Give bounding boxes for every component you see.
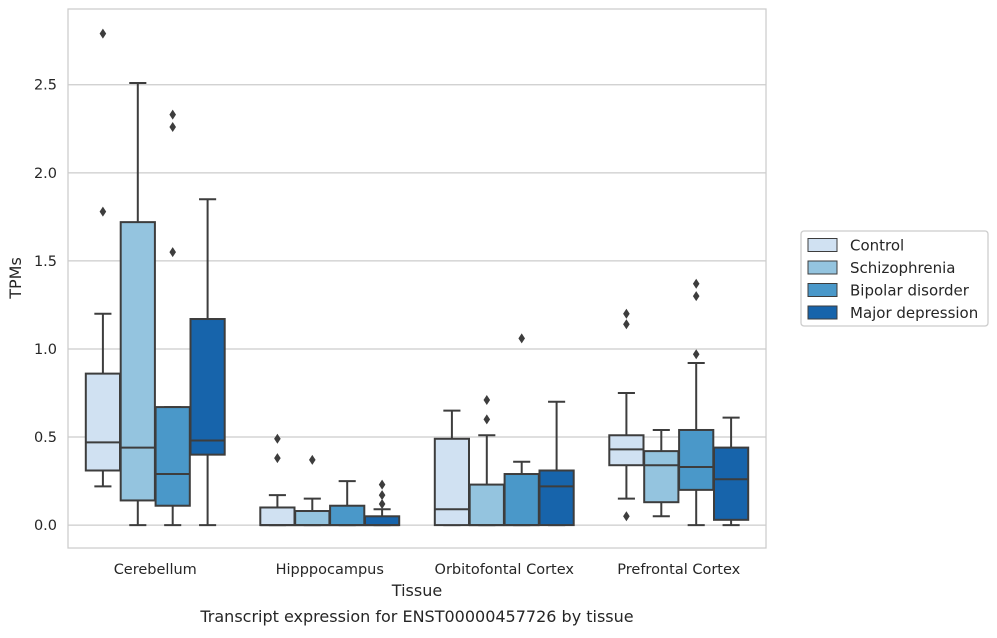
legend-label: Major depression <box>850 304 978 322</box>
x-axis-label: Tissue <box>391 581 442 600</box>
outlier-point <box>378 479 386 490</box>
outlier-point <box>169 109 176 120</box>
outlier-point <box>623 511 630 522</box>
box-1-2 <box>329 480 366 527</box>
outlier-point <box>378 490 386 501</box>
box-0-1 <box>119 81 156 527</box>
box-iqr <box>538 469 575 527</box>
outlier-point <box>169 247 176 258</box>
legend-label: Schizophrenia <box>850 259 955 277</box>
box-iqr <box>643 450 680 504</box>
y-tick-label: 1.5 <box>34 254 57 270</box>
box-1-3 <box>363 479 401 527</box>
box-0-3 <box>189 198 226 527</box>
legend-swatch <box>807 238 838 252</box>
box-3-2 <box>678 278 715 527</box>
box-iqr <box>363 515 401 527</box>
box-iqr <box>329 504 366 527</box>
legend-label: Control <box>850 237 904 255</box>
box-iqr <box>468 483 505 527</box>
legend-label: Bipolar disorder <box>850 282 970 300</box>
outlier-point <box>692 291 700 302</box>
y-tick-label: 1.0 <box>34 342 57 358</box>
box-iqr <box>259 506 296 527</box>
outlier-point <box>692 349 700 360</box>
plot-frame <box>67 8 767 549</box>
box-2-0 <box>433 409 471 527</box>
box-series <box>84 28 750 527</box>
outlier-point <box>169 122 176 133</box>
x-tick-label: Orbitofontal Cortex <box>435 562 575 578</box>
box-iqr <box>84 372 122 472</box>
y-axis-label: TPMs <box>6 257 25 300</box>
box-iqr <box>678 428 715 491</box>
legend-frame <box>800 230 989 327</box>
y-tick-label: 0.0 <box>34 518 57 534</box>
box-iqr <box>294 510 331 527</box>
outlier-point <box>692 278 700 289</box>
box-3-3 <box>712 416 750 527</box>
box-3-0 <box>608 308 645 522</box>
outlier-point <box>483 395 491 406</box>
x-tick-label: Hipppocampus <box>276 562 384 578</box>
box-iqr <box>712 446 750 521</box>
y-tick-label: 2.5 <box>34 78 57 94</box>
outlier-point <box>623 319 630 330</box>
box-2-3 <box>538 400 575 527</box>
y-tick-label: 2.0 <box>34 166 57 182</box>
box-iqr <box>119 221 156 502</box>
x-tick-labels: Cerebellum Hipppocampus Orbitofontal Corte… <box>114 562 741 578</box>
y-tick-labels: 0.0 0.5 1.0 1.5 2.0 2.5 <box>34 78 57 534</box>
box-0-2 <box>154 109 191 527</box>
box-1-0 <box>259 433 296 527</box>
outlier-point <box>274 453 281 464</box>
outlier-point <box>378 498 386 509</box>
box-3-1 <box>643 428 680 518</box>
legend-swatch <box>807 260 838 275</box>
box-iqr <box>189 318 226 456</box>
box-iqr <box>433 437 471 527</box>
y-tick-label: 0.5 <box>34 430 57 446</box>
outlier-point <box>274 433 281 444</box>
outlier-point <box>99 28 107 39</box>
box-1-1 <box>294 454 331 527</box>
box-2-2 <box>503 333 540 527</box>
x-tick-label: Prefrontal Cortex <box>617 562 740 578</box>
outlier-point <box>518 333 525 344</box>
outlier-point <box>99 206 107 217</box>
box-iqr <box>503 473 540 527</box>
legend-swatch <box>807 283 838 297</box>
outlier-point <box>483 414 491 425</box>
chart-caption: Transcript expression for ENST0000045772… <box>199 607 633 626</box>
x-tick-label: Cerebellum <box>114 562 197 578</box>
legend: Control Schizophrenia Bipolar disorder Majo… <box>800 230 989 327</box>
outlier-point <box>309 454 316 465</box>
outlier-point <box>623 308 630 319</box>
box-iqr <box>154 406 191 507</box>
legend-swatch <box>807 305 838 320</box>
